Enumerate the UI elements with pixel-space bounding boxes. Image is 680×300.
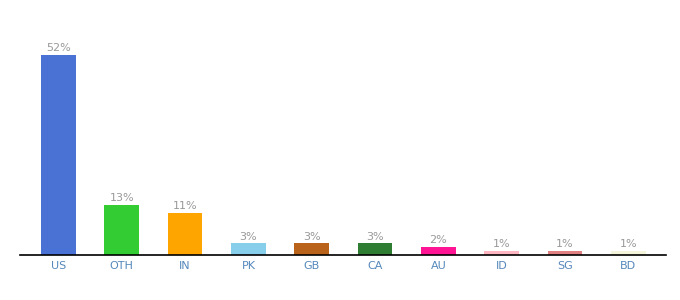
Bar — [294, 243, 329, 255]
Bar — [484, 251, 519, 255]
Text: 52%: 52% — [46, 43, 71, 53]
Bar — [104, 205, 139, 255]
Bar — [41, 55, 75, 255]
Bar — [421, 247, 456, 255]
Bar — [168, 213, 203, 255]
Bar — [231, 243, 266, 255]
Bar — [547, 251, 583, 255]
Text: 3%: 3% — [303, 232, 320, 242]
Text: 3%: 3% — [367, 232, 384, 242]
Text: 1%: 1% — [619, 239, 637, 249]
Text: 13%: 13% — [109, 193, 134, 203]
Bar — [358, 243, 392, 255]
Text: 11%: 11% — [173, 201, 197, 211]
Bar — [611, 251, 646, 255]
Text: 1%: 1% — [556, 239, 574, 249]
Text: 1%: 1% — [493, 239, 511, 249]
Text: 3%: 3% — [239, 232, 257, 242]
Text: 2%: 2% — [430, 236, 447, 245]
